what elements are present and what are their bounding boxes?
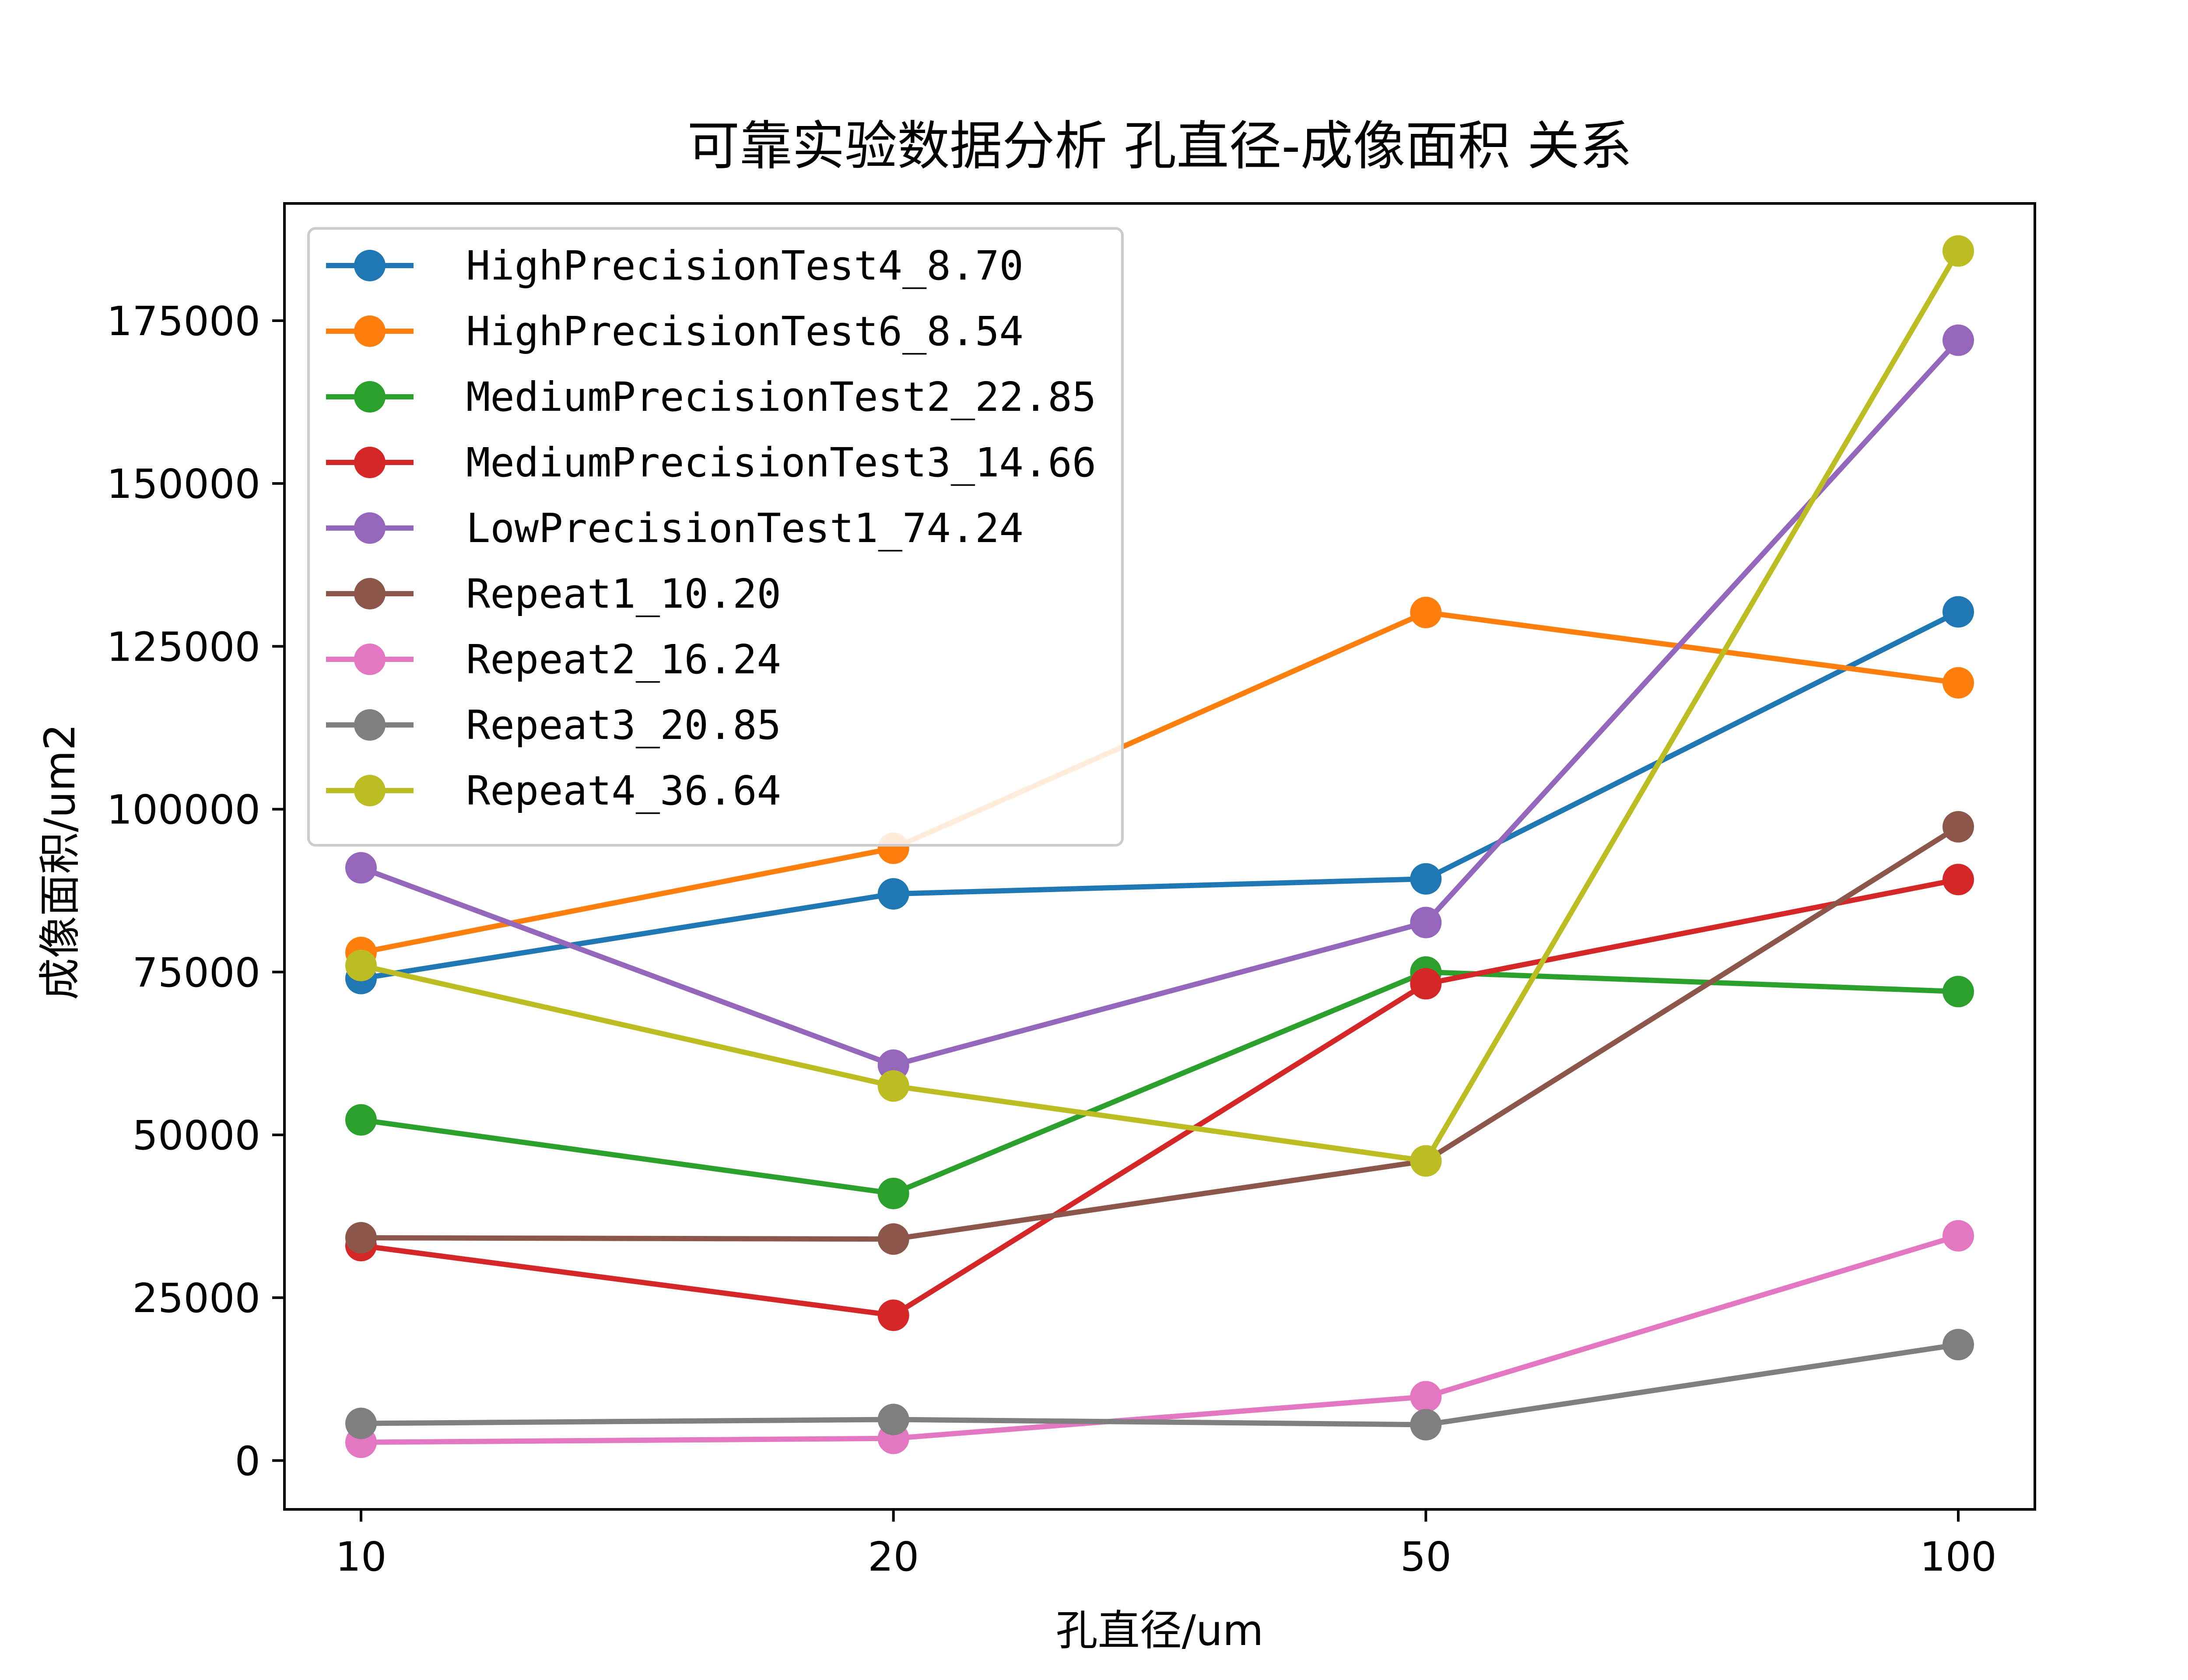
data-point (1410, 863, 1442, 895)
y-tick-label: 175000 (107, 298, 260, 345)
y-tick-label: 150000 (107, 461, 260, 508)
legend-entry: Repeat4_36.64 (326, 767, 781, 814)
legend: HighPrecisionTest4_8.70 HighPrecisionTest… (307, 227, 1124, 847)
data-point (345, 1104, 377, 1136)
y-axis-label: 成像面积/um2 (35, 724, 84, 1000)
data-point (877, 1177, 909, 1209)
series-line (361, 969, 1959, 1196)
legend-label: MediumPrecisionTest3_14.66 (466, 439, 1096, 486)
legend-label: Repeat4_36.64 (466, 767, 781, 814)
legend-entry: Repeat2_16.24 (326, 636, 781, 683)
data-point (1943, 324, 1974, 356)
y-tick-label: 25000 (132, 1275, 260, 1322)
y-tick-label: 125000 (107, 623, 260, 670)
data-point (1410, 1409, 1442, 1441)
legend-label: Repeat3_20.85 (466, 702, 781, 749)
data-point (1943, 596, 1974, 628)
data-point (877, 1223, 909, 1255)
plot-frame (283, 202, 2036, 1511)
x-axis-label: 孔直径/um (1056, 1606, 1264, 1655)
data-point (1943, 976, 1974, 1008)
legend-label: Repeat2_16.24 (466, 636, 781, 683)
data-point (1943, 1220, 1974, 1252)
legend-marker (354, 709, 386, 741)
legend-marker (354, 447, 386, 478)
series-line (360, 249, 1961, 1164)
series-8 (345, 1329, 1974, 1441)
legend-box (307, 227, 1124, 847)
data-point (1943, 1329, 1974, 1361)
series-line (360, 338, 1960, 1068)
legend-entry: LowPrecisionTest1_74.24 (326, 505, 1024, 552)
legend-entry: Repeat1_10.20 (326, 570, 781, 617)
x-tick-label: 10 (335, 1533, 386, 1580)
data-point (1943, 864, 1974, 896)
legend-marker (354, 512, 386, 544)
series-4 (345, 864, 1974, 1331)
y-tick-label: 100000 (107, 787, 260, 833)
data-point (1943, 667, 1974, 699)
data-point (345, 852, 377, 884)
legend-marker (354, 250, 386, 281)
data-point (1410, 1381, 1442, 1413)
series-line (361, 1233, 1959, 1445)
data-point (877, 1299, 909, 1331)
legend-entry: HighPrecisionTest6_8.54 (326, 308, 1024, 355)
series-6 (345, 811, 1974, 1255)
legend-entry: HighPrecisionTest4_8.70 (326, 242, 1024, 289)
data-point (345, 949, 377, 981)
y-tick-label: 50000 (132, 1112, 260, 1159)
legend-label: LowPrecisionTest1_74.24 (466, 505, 1024, 552)
legend-marker (354, 381, 386, 413)
data-point (1943, 811, 1974, 843)
legend-entry: MediumPrecisionTest3_14.66 (326, 439, 1096, 486)
legend-marker (354, 315, 386, 347)
data-point (345, 1407, 377, 1439)
series-3 (345, 956, 1974, 1209)
x-tick-label: 20 (868, 1533, 919, 1580)
data-point (1410, 1145, 1442, 1177)
legend-marker (354, 775, 386, 806)
x-tick-label: 50 (1400, 1533, 1452, 1580)
series-line (361, 824, 1960, 1242)
data-point (1410, 968, 1442, 1000)
series-line (361, 1342, 1959, 1428)
y-tick-label: 75000 (132, 949, 260, 996)
chart-title: 可靠实验数据分析 孔直径-成像面积 关系 (687, 116, 1632, 177)
legend-label: HighPrecisionTest6_8.54 (466, 308, 1024, 355)
axes-layer: 0 25000 50000 75000 100000 125000 150000 175000… (107, 202, 2036, 1580)
data-point (1410, 906, 1442, 938)
legend-entry: MediumPrecisionTest2_22.85 (326, 374, 1096, 420)
data-point (877, 878, 909, 910)
legend-label: HighPrecisionTest4_8.70 (466, 242, 1024, 289)
x-tick-label: 100 (1920, 1533, 1997, 1580)
data-point (877, 1404, 909, 1435)
legend-label: Repeat1_10.20 (466, 570, 781, 617)
data-point (877, 1070, 909, 1102)
y-tick-label: 0 (235, 1438, 260, 1484)
data-point (345, 1222, 377, 1254)
legend-label: MediumPrecisionTest2_22.85 (466, 374, 1096, 420)
legend-marker (354, 644, 386, 675)
series-line (360, 609, 1959, 955)
data-point (1410, 596, 1442, 628)
series-line (361, 609, 1960, 981)
series-9 (345, 235, 1974, 1177)
legend-marker (354, 578, 386, 609)
data-point (1943, 235, 1974, 267)
legend-entry: Repeat3_20.85 (326, 702, 781, 749)
series-line (361, 877, 1959, 1318)
